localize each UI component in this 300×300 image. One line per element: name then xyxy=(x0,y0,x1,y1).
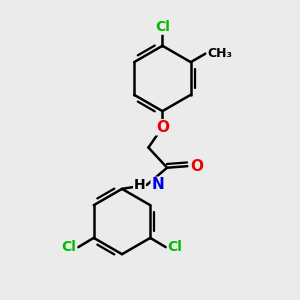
Text: Cl: Cl xyxy=(155,20,170,34)
Text: Cl: Cl xyxy=(62,240,76,254)
Text: N: N xyxy=(151,177,164,192)
Text: O: O xyxy=(156,120,169,135)
Text: H: H xyxy=(134,178,145,192)
Text: O: O xyxy=(190,159,203,174)
Text: Cl: Cl xyxy=(167,240,182,254)
Text: CH₃: CH₃ xyxy=(207,47,232,60)
